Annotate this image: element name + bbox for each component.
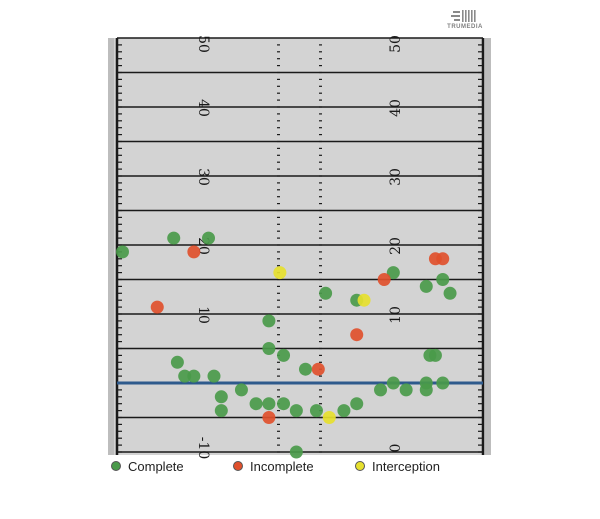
pass-point-complete bbox=[262, 397, 276, 411]
pass-point-complete bbox=[207, 369, 221, 383]
yard-number-left: 10 bbox=[195, 306, 211, 324]
pass-point-complete bbox=[170, 355, 184, 369]
legend-interception-swatch bbox=[355, 461, 365, 471]
pass-point-complete bbox=[202, 231, 215, 245]
yard-number-right: 50 bbox=[388, 35, 404, 53]
pass-point-complete bbox=[298, 362, 312, 376]
pass-point-complete bbox=[419, 279, 433, 293]
pass-point-complete bbox=[234, 383, 248, 397]
yard-number-right: 10 bbox=[388, 306, 404, 324]
legend-incomplete: Incomplete bbox=[233, 458, 314, 474]
pass-point-incomplete bbox=[377, 273, 391, 286]
pass-point-complete bbox=[428, 348, 442, 362]
legend-interception-label: Interception bbox=[372, 458, 440, 474]
pass-point-interception bbox=[322, 411, 336, 424]
pass-point-complete bbox=[214, 404, 228, 418]
pass-point-complete bbox=[262, 342, 276, 355]
legend-complete: Complete bbox=[111, 458, 184, 474]
yard-number-left: 30 bbox=[195, 168, 211, 186]
pass-point-complete bbox=[443, 286, 457, 300]
pass-point-complete bbox=[309, 404, 323, 418]
pass-point-complete bbox=[350, 397, 364, 411]
pass-point-complete bbox=[436, 376, 450, 390]
yard-number-right: 30 bbox=[388, 168, 404, 186]
pass-point-complete bbox=[187, 369, 201, 383]
legend-complete-swatch bbox=[111, 461, 121, 471]
field-background bbox=[108, 38, 491, 455]
pass-point-complete bbox=[374, 383, 388, 397]
pass-point-complete bbox=[277, 348, 291, 362]
pass-point-incomplete bbox=[436, 252, 450, 266]
pass-point-complete bbox=[319, 286, 333, 300]
pass-point-complete bbox=[214, 390, 228, 404]
pass-point-complete bbox=[167, 231, 181, 245]
pass-point-complete bbox=[436, 273, 450, 286]
yard-number-right: 40 bbox=[388, 99, 404, 117]
pass-point-complete bbox=[386, 266, 400, 280]
trumedia-logo-mark bbox=[451, 10, 476, 22]
brand-name: TRUMEDIA bbox=[447, 24, 483, 30]
yard-number-left: 50 bbox=[195, 35, 211, 53]
pass-point-complete bbox=[178, 369, 192, 383]
pass-point-interception bbox=[273, 266, 287, 280]
pass-point-incomplete bbox=[150, 300, 164, 314]
pass-point-complete bbox=[289, 404, 303, 418]
field-edge-right bbox=[485, 38, 491, 455]
legend-incomplete-label: Incomplete bbox=[250, 458, 314, 474]
pass-point-complete bbox=[115, 245, 129, 259]
pass-point-incomplete bbox=[187, 245, 201, 259]
pass-point-incomplete bbox=[311, 362, 325, 376]
yard-number-left: 40 bbox=[195, 99, 211, 117]
pass-point-complete bbox=[289, 445, 303, 459]
legend-complete-label: Complete bbox=[128, 458, 184, 474]
yard-number-right: 0 bbox=[388, 444, 404, 453]
pass-point-complete bbox=[249, 397, 263, 411]
trumedia-logo: TRUMEDIA bbox=[440, 8, 490, 34]
pass-point-complete bbox=[419, 376, 433, 390]
pass-point-complete bbox=[337, 404, 351, 418]
yard-number-right: 20 bbox=[388, 237, 404, 255]
pass-point-complete bbox=[277, 397, 291, 411]
field-edge-left bbox=[108, 38, 114, 455]
pass-point-incomplete bbox=[350, 328, 364, 342]
yard-number-left: -10 bbox=[195, 437, 211, 460]
pass-point-complete bbox=[386, 376, 400, 390]
pass-point-complete bbox=[399, 383, 413, 397]
pass-point-interception bbox=[357, 293, 371, 307]
legend-interception: Interception bbox=[355, 458, 440, 474]
legend-incomplete-swatch bbox=[233, 461, 243, 471]
pass-point-complete bbox=[262, 314, 276, 328]
pass-point-incomplete bbox=[262, 411, 276, 424]
